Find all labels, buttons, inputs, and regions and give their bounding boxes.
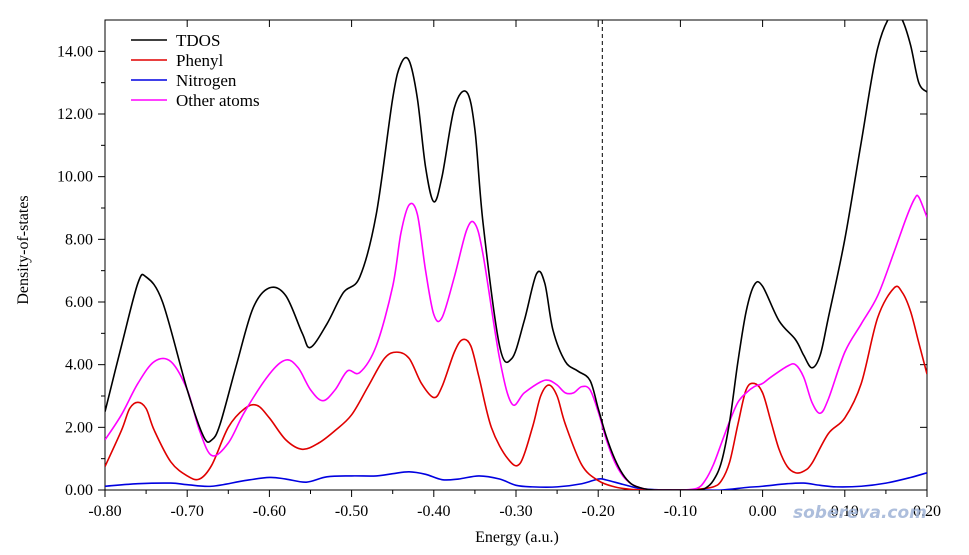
y-axis-title: Density-of-states (15, 195, 32, 304)
x-tick-label: -0.70 (171, 503, 204, 520)
y-tick-label: 0.00 (65, 482, 93, 499)
x-tick-label: -0.30 (499, 503, 532, 520)
series-line-phenyl (105, 285, 927, 490)
y-tick-label: 12.00 (57, 106, 93, 123)
y-tick-label: 2.00 (65, 419, 93, 436)
x-tick-label: 0.10 (831, 503, 859, 520)
watermark-text: sobereva.com (793, 503, 927, 523)
legend-label: Nitrogen (176, 71, 237, 90)
legend-label: Phenyl (176, 51, 224, 70)
x-tick-label: -0.60 (253, 503, 286, 520)
y-tick-label: 6.00 (65, 294, 93, 311)
x-axis-title: Energy (a.u.) (475, 529, 559, 546)
x-tick-label: -0.40 (417, 503, 450, 520)
x-tick-label: 0.20 (913, 503, 941, 520)
series-line-other-atoms (105, 194, 927, 490)
x-tick-label: -0.50 (335, 503, 368, 520)
x-tick-label: 0.00 (749, 503, 777, 520)
y-tick-label: 8.00 (65, 231, 93, 248)
x-tick-label: -0.80 (88, 503, 121, 520)
series-line-tdos (105, 20, 927, 490)
y-tick-label: 10.00 (57, 169, 93, 186)
axes-layer: -0.80 -0.70 -0.60 -0.50 -0.40 -0.30 -0.20 -0.10… (57, 19, 941, 520)
legend-label: TDOS (176, 31, 220, 50)
series-layer (105, 20, 927, 490)
legend-label: Other atoms (176, 91, 260, 110)
y-tick-label: 14.00 (57, 43, 93, 60)
x-tick-label: -0.10 (664, 503, 697, 520)
series-line-nitrogen (105, 471, 927, 490)
y-tick-label: 4.00 (65, 357, 93, 374)
x-tick-label: -0.20 (582, 503, 615, 520)
